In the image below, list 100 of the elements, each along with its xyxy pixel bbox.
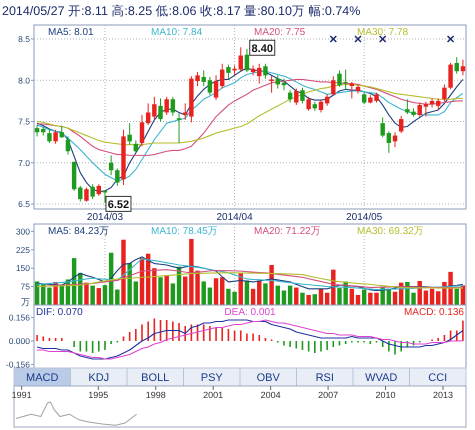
- candlestick: [170, 96, 176, 116]
- text: MA10: 78.45万: [151, 226, 218, 237]
- bar: [300, 292, 305, 305]
- candlestick: [90, 184, 95, 200]
- bar: [288, 286, 292, 305]
- candlestick: [226, 64, 231, 80]
- x-tick-label: 2004: [260, 390, 281, 400]
- y-tick-label: -0.156: [6, 359, 30, 370]
- bar: [312, 294, 318, 305]
- candlestick: [176, 112, 182, 144]
- bar: [454, 288, 459, 305]
- candlestick: [460, 59, 466, 76]
- x-tick-label: 2007: [318, 390, 338, 400]
- line-series: [36, 319, 464, 360]
- x-tick-label: 1995: [88, 390, 108, 400]
- bar: [350, 288, 354, 305]
- text: MA20: 7.75: [254, 27, 306, 38]
- chart-title: 2014/05/27 开:8.11 高:8.25 低:8.06 收:8.17 量:80.10万 幅:0.74%: [2, 3, 360, 18]
- series-label: MACD: 0.136: [404, 307, 464, 318]
- candlestick: [392, 132, 398, 148]
- bar: [195, 270, 200, 305]
- candlestick: [362, 92, 366, 105]
- text: MACD: [26, 372, 58, 384]
- x-tick-label: 1991: [12, 390, 32, 400]
- text: PSY: [200, 372, 224, 384]
- candlestick: [306, 96, 311, 112]
- text: CCI: [428, 372, 448, 384]
- y-tick-label: 150: [16, 263, 30, 274]
- bar: [362, 290, 366, 305]
- line-series: [36, 272, 464, 289]
- bar: [460, 285, 466, 305]
- candlestick: [164, 96, 169, 116]
- candlestick: [300, 87, 305, 104]
- x-tick-label: 1998: [146, 390, 166, 400]
- bar: [294, 288, 299, 305]
- candlestick: [134, 140, 138, 154]
- text: BOLL: [141, 372, 170, 384]
- candlestick: [343, 69, 348, 90]
- x-tick-label: 2014/04: [216, 212, 254, 223]
- candlestick: [448, 62, 453, 90]
- candlestick: [324, 94, 330, 106]
- y-tick-label: 7.0: [18, 158, 30, 168]
- text: MA30: 69.32万: [357, 226, 424, 237]
- candlestick: [115, 168, 120, 186]
- y-tick-label: 75: [20, 282, 30, 292]
- bar: [306, 294, 311, 305]
- candlestick: [84, 187, 89, 202]
- text: MA5: 8.01: [48, 27, 94, 38]
- bar: [226, 288, 231, 305]
- annotation: 6.52: [108, 198, 130, 211]
- bar: [411, 292, 416, 305]
- y-tick-label: 8.0: [18, 75, 30, 86]
- bar: [368, 292, 373, 305]
- y-tick-label: 225: [16, 244, 30, 255]
- y-tick-label: 8.5: [18, 34, 30, 44]
- bar: [84, 282, 89, 305]
- bar: [244, 280, 250, 305]
- candlestick: [53, 129, 58, 144]
- bar: [164, 275, 169, 305]
- bar: [232, 292, 237, 305]
- text: RSI: [316, 372, 334, 384]
- text: MA5: 84.23万: [48, 226, 110, 237]
- candlestick: [244, 48, 250, 73]
- text: MA10: 7.84: [151, 27, 203, 38]
- y-tick-label: 7.5: [18, 116, 30, 127]
- candlestick: [127, 122, 132, 146]
- candlestick: [312, 101, 318, 112]
- bar: [448, 272, 453, 305]
- candlestick: [405, 98, 410, 115]
- x-tick-label: 2013: [433, 390, 454, 400]
- candlestick: [331, 76, 336, 96]
- x-tick-label: 2010: [376, 390, 396, 400]
- candlestick: [318, 100, 324, 113]
- bar: [269, 264, 274, 305]
- text: DIF: 0.070: [36, 307, 84, 318]
- candlestick: [66, 136, 70, 156]
- bar: [263, 283, 268, 305]
- annotation: 8.40: [252, 42, 273, 55]
- candlestick: [108, 154, 114, 176]
- x-tick-label: 2001: [203, 390, 224, 400]
- candlestick: [47, 129, 52, 144]
- candlestick: [454, 56, 459, 74]
- candlestick: [195, 72, 200, 87]
- candlestick: [102, 190, 108, 203]
- candlestick: [350, 81, 354, 99]
- bar: [96, 288, 102, 305]
- text: MA30: 7.78: [357, 27, 409, 38]
- series-label: DEA: 0.001: [224, 307, 276, 318]
- text: WVAD: [365, 372, 398, 384]
- candlestick: [288, 90, 292, 104]
- candlestick: [442, 84, 447, 102]
- bar: [170, 283, 176, 305]
- y-tick-label: 300: [16, 226, 30, 236]
- x-tick-label: 2014/05: [346, 212, 383, 223]
- y-tick-label: 6.5: [18, 199, 30, 210]
- candlestick: [337, 70, 342, 88]
- text: OBV: [256, 372, 281, 384]
- y-tick-label: 0.000: [8, 336, 30, 346]
- x-tick-label: 2014/03: [86, 212, 124, 223]
- bar: [238, 272, 243, 305]
